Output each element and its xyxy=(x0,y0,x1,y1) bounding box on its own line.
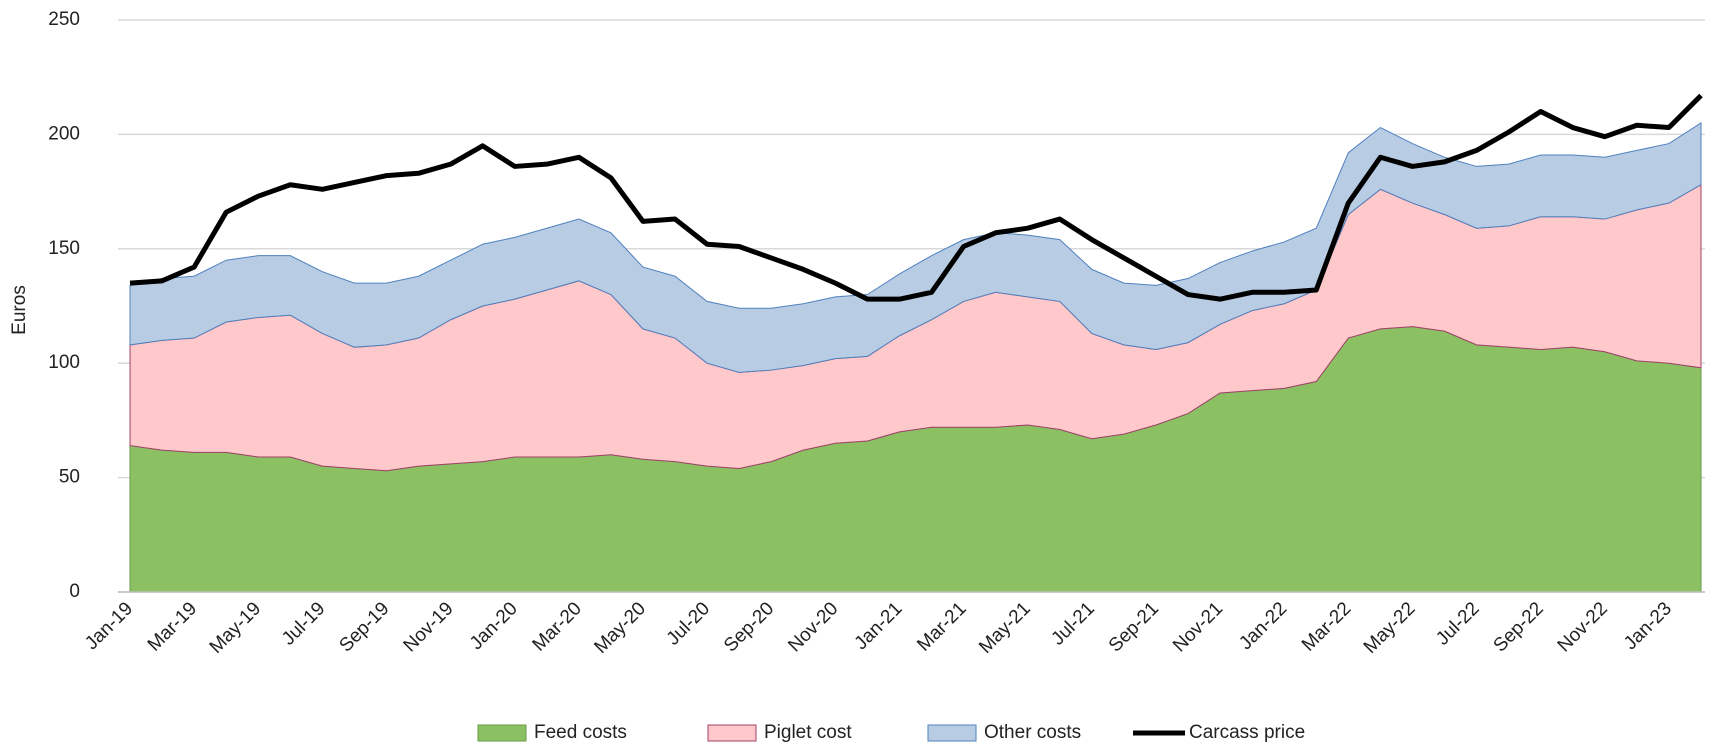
y-tick-label: 100 xyxy=(48,352,80,373)
y-tick-label: 0 xyxy=(69,581,80,602)
x-tick-label: Mar-21 xyxy=(913,598,970,655)
x-tick-label: Nov-20 xyxy=(784,598,842,656)
x-tick-label: Mar-22 xyxy=(1298,598,1355,655)
x-tick-label: Jul-22 xyxy=(1432,598,1483,649)
x-tick-label: Jul-21 xyxy=(1047,598,1098,649)
legend-label: Feed costs xyxy=(534,722,627,743)
legend-swatch xyxy=(927,724,977,742)
x-tick-label: Sep-20 xyxy=(720,598,778,656)
y-tick-label: 200 xyxy=(48,123,80,144)
x-tick-label: Jan-20 xyxy=(466,598,522,654)
legend-swatch xyxy=(707,724,757,742)
x-tick-label: Jan-19 xyxy=(81,598,137,654)
x-tick-label: May-19 xyxy=(206,598,266,658)
x-tick-label: Sep-21 xyxy=(1105,598,1163,656)
x-tick-label: Jul-19 xyxy=(278,598,329,649)
y-axis-label: Euros xyxy=(9,285,30,335)
line xyxy=(129,93,1703,302)
x-tick-label: May-21 xyxy=(975,598,1035,658)
x-tick-label: Sep-19 xyxy=(335,598,393,656)
legend-label: Carcass price xyxy=(1189,722,1305,743)
legend-swatch xyxy=(477,724,527,742)
x-tick-label: Mar-19 xyxy=(144,598,201,655)
x-tick-label: Nov-21 xyxy=(1169,598,1227,656)
y-tick-label: 50 xyxy=(59,467,80,488)
y-tick-label: 250 xyxy=(48,9,80,30)
x-tick-label: Jan-21 xyxy=(851,598,907,654)
y-tick-label: 150 xyxy=(48,238,80,259)
x-tick-label: Sep-22 xyxy=(1490,598,1548,656)
x-tick-label: Jan-22 xyxy=(1235,598,1291,654)
x-tick-label: Jan-23 xyxy=(1620,598,1676,654)
area xyxy=(129,122,1702,373)
legend-label: Piglet cost xyxy=(764,722,852,743)
x-tick-label: Mar-20 xyxy=(529,598,586,655)
legend-label: Other costs xyxy=(984,722,1081,743)
x-tick-label: Jul-20 xyxy=(663,598,714,649)
x-tick-label: May-22 xyxy=(1360,598,1420,658)
x-tick-label: May-20 xyxy=(590,598,650,658)
x-tick-label: Nov-22 xyxy=(1554,598,1612,656)
x-tick-label: Nov-19 xyxy=(400,598,458,656)
